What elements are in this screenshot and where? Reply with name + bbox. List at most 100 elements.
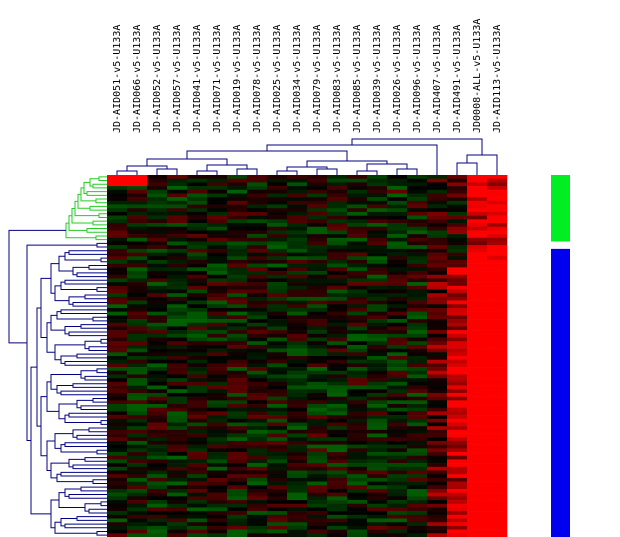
heatmap-cell bbox=[427, 381, 448, 386]
heatmap-cell bbox=[127, 374, 148, 379]
heatmap-cell bbox=[247, 226, 268, 231]
row-dendrogram-link bbox=[84, 340, 101, 350]
heatmap-cell bbox=[487, 378, 508, 383]
heatmap-cell bbox=[267, 363, 288, 368]
heatmap-cell bbox=[467, 278, 488, 283]
heatmap-cell bbox=[207, 189, 228, 194]
heatmap-cell bbox=[427, 477, 448, 482]
heatmap-cell bbox=[287, 226, 308, 231]
heatmap-cell bbox=[447, 211, 468, 216]
heatmap-cell bbox=[247, 404, 268, 409]
heatmap-cell bbox=[107, 319, 128, 324]
heatmap-cell bbox=[287, 175, 308, 179]
heatmap-cell bbox=[347, 415, 368, 420]
heatmap-cell bbox=[267, 452, 288, 457]
heatmap-cell bbox=[287, 392, 308, 397]
heatmap-cell bbox=[227, 300, 248, 305]
heatmap-cell bbox=[407, 278, 428, 283]
heatmap-cell bbox=[167, 215, 188, 220]
heatmap-cell bbox=[427, 208, 448, 213]
heatmap-cell bbox=[127, 182, 148, 187]
heatmap-cell bbox=[247, 374, 268, 379]
heatmap-cell bbox=[367, 178, 388, 183]
heatmap-cell bbox=[267, 418, 288, 423]
heatmap-cell bbox=[127, 411, 148, 416]
heatmap-cell bbox=[287, 525, 308, 530]
column-dendrogram-link bbox=[196, 170, 218, 175]
heatmap-cell bbox=[247, 322, 268, 327]
row-dendrogram-link bbox=[64, 442, 107, 447]
heatmap-cell bbox=[227, 470, 248, 475]
heatmap-cell bbox=[307, 363, 328, 368]
heatmap-cell bbox=[367, 407, 388, 412]
heatmap-cell bbox=[187, 208, 208, 213]
heatmap-cell bbox=[307, 448, 328, 453]
heatmap-cell bbox=[427, 488, 448, 493]
heatmap-cell bbox=[247, 300, 268, 305]
heatmap-cell bbox=[147, 411, 168, 416]
heatmap-cell bbox=[347, 337, 368, 342]
heatmap-cell bbox=[287, 415, 308, 420]
heatmap-cell bbox=[267, 514, 288, 519]
heatmap-cell bbox=[467, 525, 488, 530]
heatmap-cell bbox=[427, 426, 448, 431]
heatmap-cell bbox=[107, 226, 128, 231]
heatmap-cell bbox=[207, 256, 228, 261]
heatmap-cell bbox=[227, 477, 248, 482]
heatmap-cell bbox=[327, 533, 348, 537]
heatmap-cell bbox=[107, 448, 128, 453]
heatmap-cell bbox=[387, 444, 408, 449]
heatmap-cell bbox=[487, 455, 508, 460]
heatmap-cell bbox=[147, 433, 168, 438]
heatmap-cell bbox=[467, 241, 488, 246]
heatmap-cell bbox=[167, 337, 188, 342]
heatmap-cell bbox=[147, 474, 168, 479]
heatmap-cell bbox=[347, 315, 368, 320]
heatmap-cell bbox=[147, 455, 168, 460]
heatmap-cell bbox=[287, 492, 308, 497]
heatmap-cell bbox=[127, 204, 148, 209]
heatmap-cell bbox=[167, 204, 188, 209]
heatmap-cell bbox=[327, 223, 348, 228]
heatmap-cell bbox=[187, 404, 208, 409]
heatmap-cell bbox=[327, 326, 348, 331]
heatmap-cell bbox=[247, 282, 268, 287]
heatmap-cell bbox=[367, 474, 388, 479]
column-dendrogram-link bbox=[466, 154, 498, 175]
heatmap-cell bbox=[487, 529, 508, 534]
heatmap-cell bbox=[367, 197, 388, 202]
heatmap-cell bbox=[127, 440, 148, 445]
heatmap-cell bbox=[167, 518, 188, 523]
heatmap-cell bbox=[467, 492, 488, 497]
heatmap-cell bbox=[367, 496, 388, 501]
heatmap-cell bbox=[207, 370, 228, 375]
heatmap-cell bbox=[367, 333, 388, 338]
row-dendrogram-link bbox=[76, 272, 107, 278]
heatmap-cell bbox=[247, 200, 268, 205]
heatmap-cell bbox=[367, 437, 388, 442]
row-dendrogram-link bbox=[80, 405, 107, 411]
heatmap-cell bbox=[247, 356, 268, 360]
heatmap-cell bbox=[367, 341, 388, 346]
heatmap-cell bbox=[467, 385, 488, 390]
heatmap-cell bbox=[327, 463, 348, 468]
heatmap-cell bbox=[467, 348, 488, 353]
heatmap-cell bbox=[287, 341, 308, 346]
heatmap-cell bbox=[407, 215, 428, 220]
heatmap-cell bbox=[167, 418, 188, 423]
heatmap-cell bbox=[267, 267, 288, 272]
heatmap-cell bbox=[407, 230, 428, 235]
heatmap-cell bbox=[367, 293, 388, 298]
heatmap-cell bbox=[327, 315, 348, 320]
heatmap-cell bbox=[187, 234, 208, 239]
heatmap-cell bbox=[327, 356, 348, 360]
heatmap-cell bbox=[267, 193, 288, 198]
heatmap-cell bbox=[447, 485, 468, 490]
heatmap-cell bbox=[487, 404, 508, 409]
heatmap-cell bbox=[147, 448, 168, 453]
heatmap-cell bbox=[167, 296, 188, 301]
heatmap-cell bbox=[427, 230, 448, 235]
heatmap-cell bbox=[107, 296, 128, 301]
heatmap-cell bbox=[327, 474, 348, 479]
heatmap-cell bbox=[207, 518, 228, 523]
